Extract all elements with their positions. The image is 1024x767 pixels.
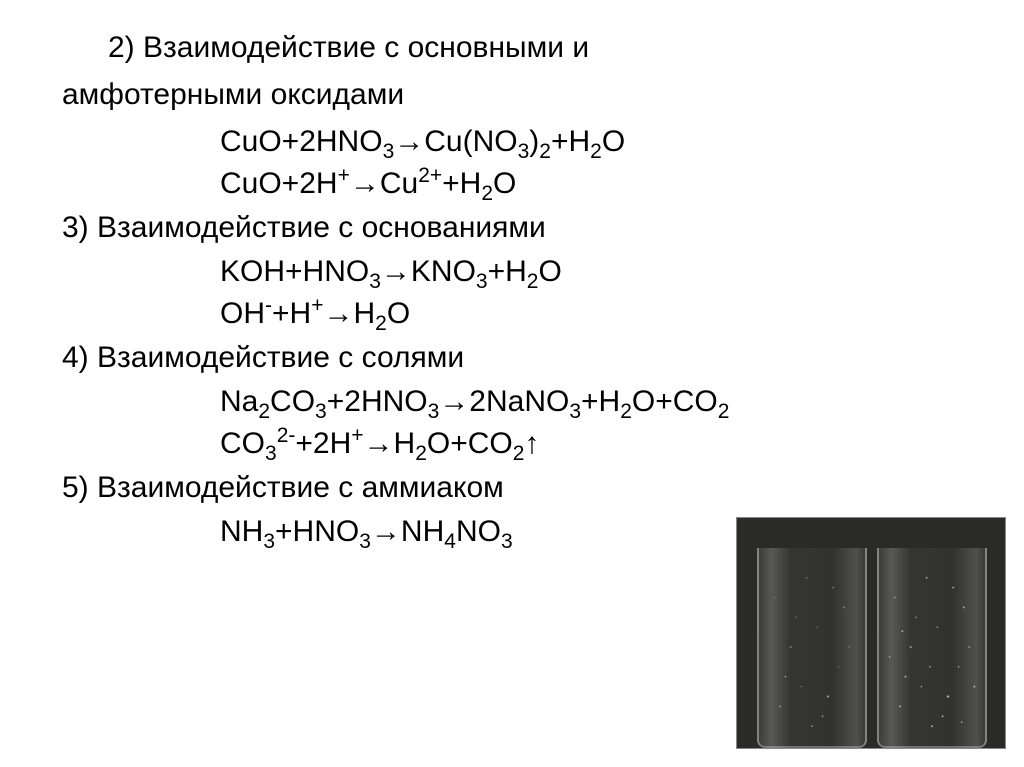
- section-3: 3) Взаимодействие с основаниями: [0, 207, 1024, 249]
- equation-3: KOH+HNO3→KNO3+H2O: [0, 251, 1024, 293]
- section-5: 5) Взаимодействие с аммиаком: [0, 467, 1024, 509]
- equation-2: CuO+2H+→Cu2++H2O: [0, 163, 1024, 205]
- beaker-right: [877, 548, 987, 748]
- equation-5: Na2CO3+2HNO3→2NaNO3+H2O+CO2: [0, 381, 1024, 423]
- equation-1: CuO+2HNO3→Cu(NO3)2+H2O: [0, 121, 1024, 163]
- section-4: 4) Взаимодействие с солями: [0, 337, 1024, 379]
- beaker-left: [757, 548, 867, 748]
- experiment-photo: [736, 517, 1006, 749]
- heading-line1: 2) Взаимодействие с основными и: [0, 28, 1024, 69]
- heading-line2: амфотерными оксидами: [0, 75, 1024, 116]
- bubbles-left: [759, 548, 865, 746]
- equation-6: CO32-+2H+→H2O+CO2↑: [0, 423, 1024, 465]
- bubbles-right: [879, 548, 985, 746]
- equation-4: OH-+H+→H2O: [0, 293, 1024, 335]
